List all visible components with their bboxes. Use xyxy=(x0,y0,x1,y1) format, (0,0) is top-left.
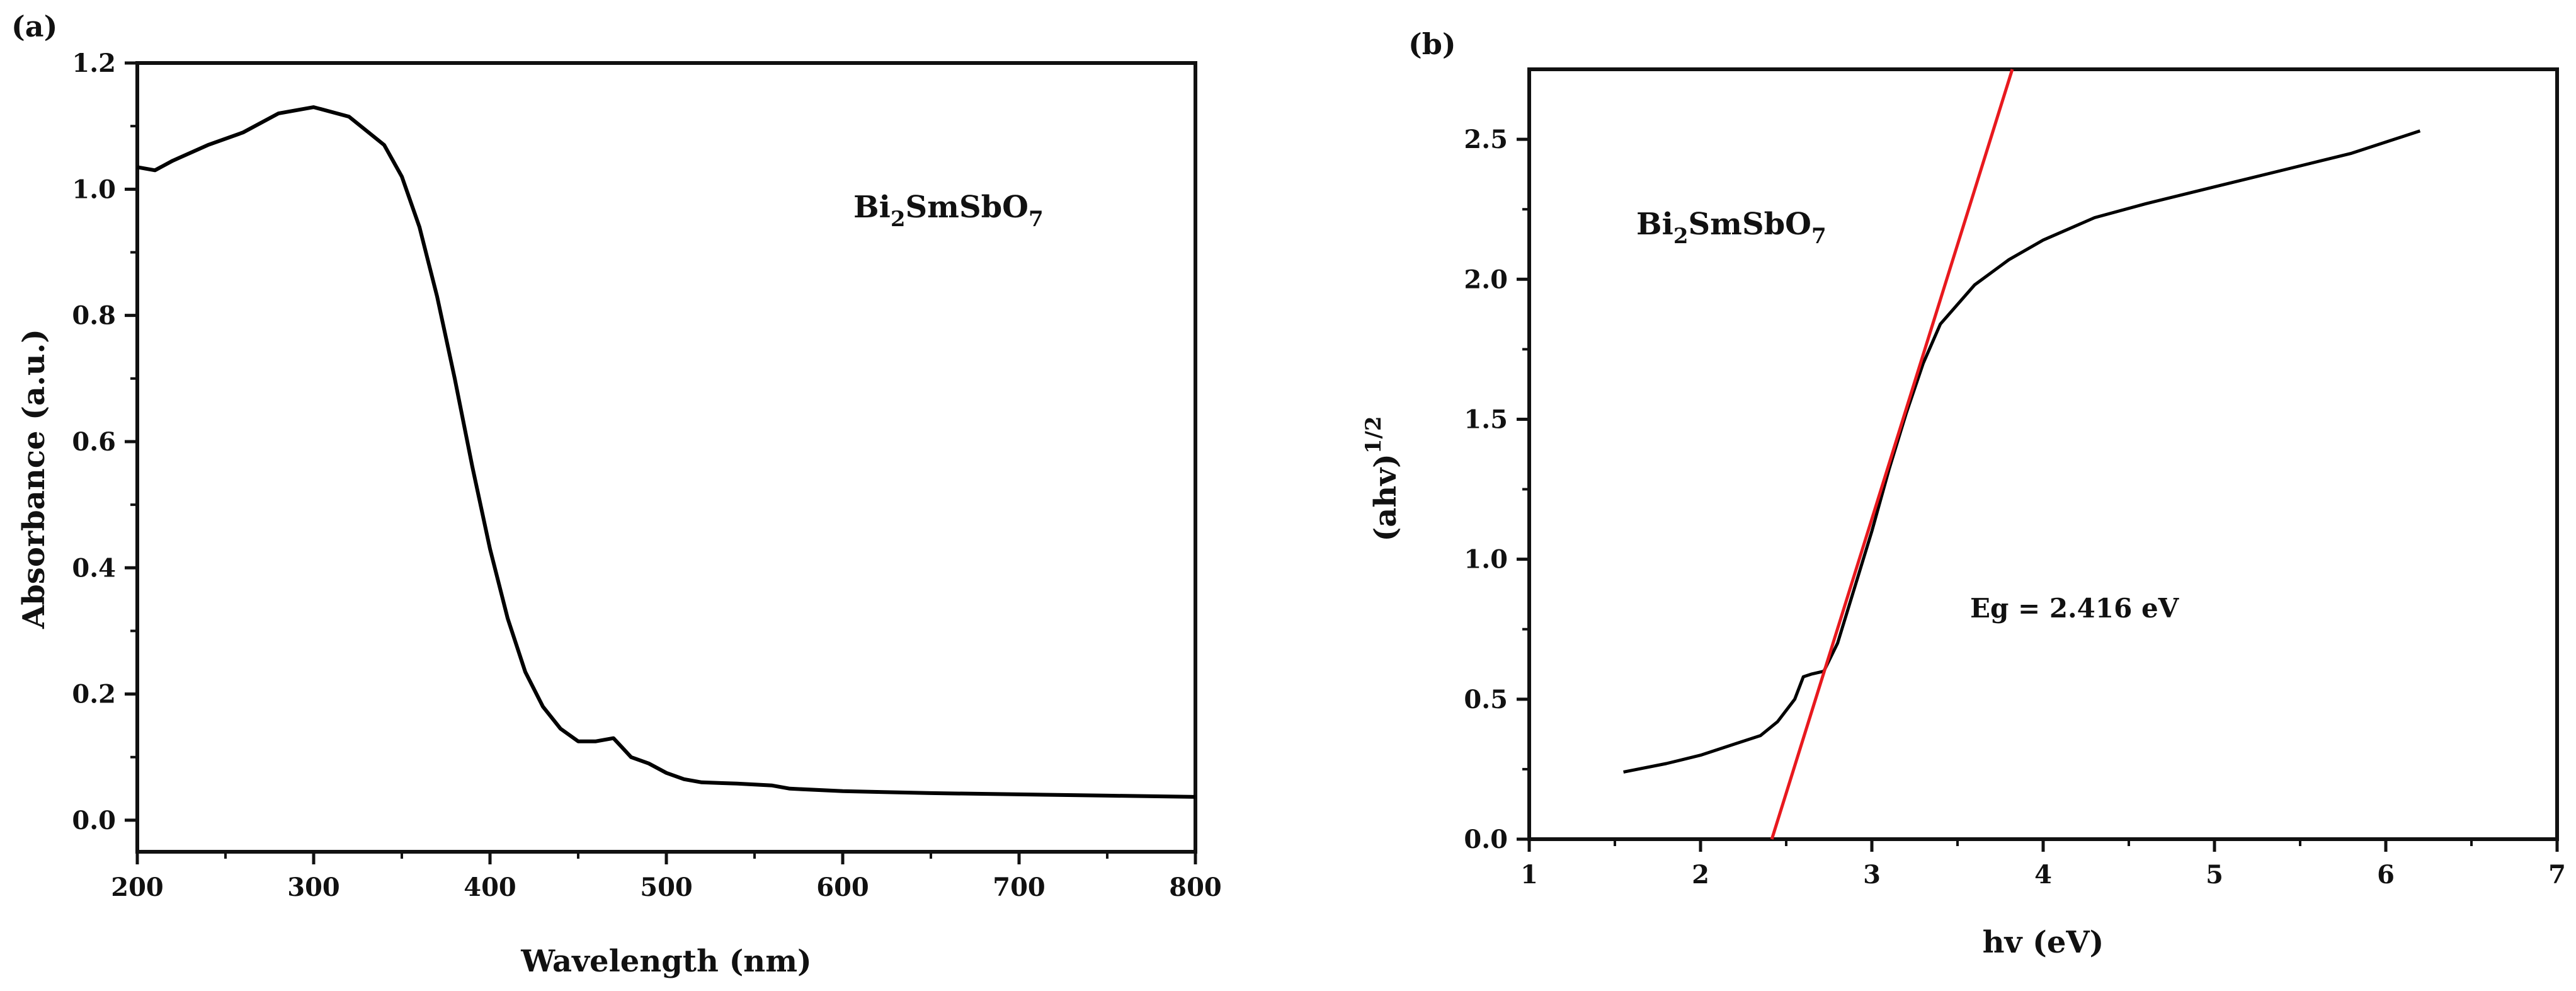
x-tick-label: 700 xyxy=(993,873,1046,902)
panel-a-plot-frame xyxy=(135,61,1197,854)
panel-b-x-axis-title: hv (eV) xyxy=(1983,925,2104,960)
panel-a-compound-label: Bi2SmSbO7 xyxy=(853,190,1044,232)
panel-b-y-axis-title: (ahv)1/2 xyxy=(1361,416,1403,541)
panel-a-y-axis-title: Absorbance (a.u.) xyxy=(16,329,52,629)
panel-a-ticks: 200 300 400 500 600 700 800 0.0 0.2 0.4 0.6 0.8 1.0 1… xyxy=(72,49,1221,902)
panel-a-absorbance-line xyxy=(137,105,1196,799)
y-tick-label: 0.6 xyxy=(72,427,116,457)
x-tick-label: 800 xyxy=(1169,873,1222,902)
x-tick-label: 4 xyxy=(2034,860,2052,890)
y-tick-label: 0.4 xyxy=(72,553,116,583)
panel-b-chart: (b) 1 2 3 4 5 6 70.00.51.01.52.02.5 Bi2SmSbO7 … xyxy=(1361,27,2566,960)
y-tick-label: 0.2 xyxy=(72,680,116,709)
y-tick-label: 1.2 xyxy=(72,49,116,78)
y-tick-label: 2.5 xyxy=(1464,125,1508,154)
y-tick-label: 0.5 xyxy=(1464,685,1508,714)
y-tick-label: 0.0 xyxy=(72,806,116,835)
y-tick-label: 0.8 xyxy=(72,301,116,331)
panel-b-bandgap-label: Eg = 2.416 eV xyxy=(1970,593,2180,624)
x-tick-label: 5 xyxy=(2206,860,2223,890)
y-tick-label: 2.0 xyxy=(1464,265,1508,294)
x-tick-label: 200 xyxy=(111,873,164,902)
panel-b-linear-fit-line xyxy=(1770,69,2014,840)
x-tick-label: 6 xyxy=(2377,860,2395,890)
x-tick-label: 500 xyxy=(640,873,693,902)
panel-a-x-axis-title: Wavelength (nm) xyxy=(520,944,811,979)
x-tick-label: 2 xyxy=(1692,860,1709,890)
panel-b-compound-label: Bi2SmSbO7 xyxy=(1636,207,1827,249)
panel-a-chart: (a) 200 300 400 500 600 700 800 0.0 0.2 0.4 0.6 0.8… xyxy=(11,9,1222,979)
x-tick-label: 600 xyxy=(816,873,869,902)
y-tick-label: 0.0 xyxy=(1464,825,1508,854)
y-tick-label: 1.0 xyxy=(1464,545,1508,575)
panel-a-label: (a) xyxy=(11,9,57,43)
y-tick-label: 1.0 xyxy=(72,175,116,204)
y-tick-label: 1.5 xyxy=(1464,404,1508,434)
x-tick-label: 400 xyxy=(464,873,516,902)
panel-b-plot-frame xyxy=(1527,67,2559,841)
x-tick-label: 1 xyxy=(1520,860,1538,890)
x-tick-label: 7 xyxy=(2548,860,2566,890)
x-tick-label: 3 xyxy=(1863,860,1881,890)
panel-b-ticks: 1 2 3 4 5 6 7 0.0 0.5 1.0 1.5 2.0 2.5 xyxy=(1464,125,2566,890)
panel-b-tauc-line xyxy=(1623,129,2421,774)
x-tick-label: 300 xyxy=(287,873,340,902)
panel-b-label: (b) xyxy=(1408,27,1456,61)
